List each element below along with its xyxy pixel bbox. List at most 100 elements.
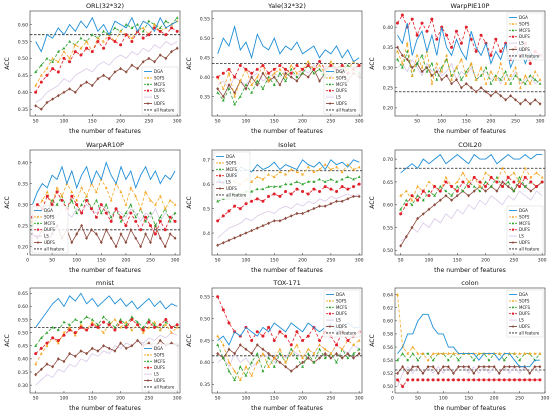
data-point-udfs bbox=[149, 240, 152, 245]
data-point-sofs bbox=[141, 331, 145, 334]
x-tick-label: 100 bbox=[242, 119, 251, 125]
data-point-dufs bbox=[406, 378, 410, 382]
data-point-udfs bbox=[139, 244, 143, 249]
data-point-mcfs bbox=[420, 53, 424, 57]
data-point-mcfs bbox=[284, 182, 287, 186]
data-point-mcfs bbox=[51, 60, 55, 63]
data-point-udfs bbox=[295, 211, 299, 216]
data-point-dufs bbox=[489, 175, 493, 179]
data-point-dufs bbox=[255, 330, 259, 334]
data-point-udfs bbox=[479, 86, 483, 90]
data-point-sofs bbox=[227, 71, 231, 75]
data-point-sofs bbox=[306, 165, 310, 169]
data-point-dufs bbox=[147, 320, 151, 324]
y-tick-label: 0.35 bbox=[18, 370, 28, 376]
data-point-mcfs bbox=[431, 358, 435, 362]
data-point-mcfs bbox=[357, 175, 361, 178]
y-tick-label: 0.50 bbox=[18, 56, 28, 62]
x-tick-label: 50 bbox=[414, 119, 420, 125]
data-point-mcfs bbox=[533, 78, 537, 81]
data-point-sofs bbox=[426, 358, 430, 362]
data-point-dufs bbox=[153, 232, 157, 236]
data-point-udfs bbox=[455, 193, 459, 198]
data-point-mcfs bbox=[410, 203, 414, 206]
y-tick-label: 0.50 bbox=[383, 248, 393, 254]
data-point-dufs bbox=[482, 378, 486, 382]
data-point-dufs bbox=[426, 378, 430, 382]
data-point-dufs bbox=[284, 67, 288, 71]
y-tick-label: 0.40 bbox=[18, 160, 28, 166]
data-point-mcfs bbox=[301, 365, 304, 368]
data-point-udfs bbox=[335, 351, 338, 356]
data-point-udfs bbox=[346, 351, 350, 356]
data-point-dufs bbox=[469, 37, 473, 41]
data-point-udfs bbox=[464, 81, 468, 86]
data-point-dufs bbox=[506, 175, 510, 179]
data-point-dufs bbox=[450, 45, 454, 49]
data-point-udfs bbox=[255, 343, 259, 347]
chart-panel: Yale(32*32) 0.35 0.40 0.45 0.50 0.55 50 100 150 2… bbox=[184, 0, 367, 138]
data-point-sofs bbox=[357, 165, 361, 169]
data-point-mcfs bbox=[233, 378, 237, 381]
data-point-sofs bbox=[141, 26, 145, 30]
y-tick-label: 0.62 bbox=[383, 305, 393, 311]
data-point-dufs bbox=[261, 334, 265, 338]
data-point-sofs bbox=[90, 320, 94, 324]
data-point-dufs bbox=[94, 215, 98, 219]
data-point-sofs bbox=[34, 362, 38, 366]
legend-label: SOFS bbox=[44, 214, 55, 219]
data-point-dufs bbox=[395, 21, 399, 25]
x-tick-label: 250 bbox=[144, 396, 153, 402]
data-point-dufs bbox=[34, 90, 38, 94]
legend-marker bbox=[218, 174, 222, 177]
data-point-dufs bbox=[124, 33, 128, 37]
data-point-mcfs bbox=[335, 180, 338, 183]
data-point-sofs bbox=[51, 56, 55, 60]
data-point-udfs bbox=[56, 93, 60, 98]
data-point-udfs bbox=[158, 53, 162, 57]
data-point-dufs bbox=[472, 378, 476, 382]
x-tick-label: 150 bbox=[88, 396, 97, 402]
data-point-udfs bbox=[462, 365, 466, 369]
x-tick-label: 200 bbox=[298, 396, 307, 402]
series-line-ls bbox=[217, 344, 360, 368]
data-point-dufs bbox=[357, 63, 361, 67]
data-point-sofs bbox=[484, 171, 487, 174]
data-point-udfs bbox=[467, 193, 470, 198]
data-point-udfs bbox=[416, 365, 420, 369]
data-point-udfs bbox=[474, 90, 478, 94]
y-axis-label: ACC bbox=[4, 196, 11, 208]
line-chart: TOX-171 0.35 0.40 0.45 0.50 0.55 50 100 150 200 25… bbox=[186, 279, 364, 412]
data-point-mcfs bbox=[267, 75, 271, 79]
legend-label: DUFS bbox=[226, 173, 237, 178]
chart-panel: WarpAR10P 0.20 0.25 0.30 0.35 0.40 0 50 100 150 20… bbox=[2, 139, 185, 277]
series-line-dga bbox=[400, 153, 543, 174]
data-point-udfs bbox=[267, 351, 271, 356]
data-point-dufs bbox=[60, 198, 64, 202]
y-tick-label: 0.30 bbox=[18, 202, 28, 208]
data-point-udfs bbox=[173, 236, 177, 240]
x-tick-label: 100 bbox=[60, 119, 69, 125]
y-tick-label: 0.54 bbox=[383, 358, 393, 364]
legend-label: LS bbox=[519, 318, 524, 323]
data-point-udfs bbox=[497, 371, 501, 376]
x-tick-label: 200 bbox=[116, 396, 125, 402]
x-tick-label: 150 bbox=[270, 396, 279, 402]
legend-label: SOFS bbox=[336, 75, 347, 80]
data-point-mcfs bbox=[329, 177, 333, 181]
legend-marker bbox=[146, 89, 150, 92]
x-tick-label: 100 bbox=[242, 396, 251, 402]
data-point-dufs bbox=[441, 378, 445, 382]
x-tick-label: 100 bbox=[72, 258, 81, 264]
data-point-dufs bbox=[272, 339, 276, 342]
series-line-udfs bbox=[400, 181, 543, 247]
data-point-udfs bbox=[501, 180, 504, 184]
data-point-mcfs bbox=[446, 358, 450, 362]
data-point-mcfs bbox=[233, 102, 237, 106]
data-point-dufs bbox=[323, 185, 327, 189]
data-point-sofs bbox=[415, 53, 419, 57]
data-point-sofs bbox=[147, 325, 151, 329]
